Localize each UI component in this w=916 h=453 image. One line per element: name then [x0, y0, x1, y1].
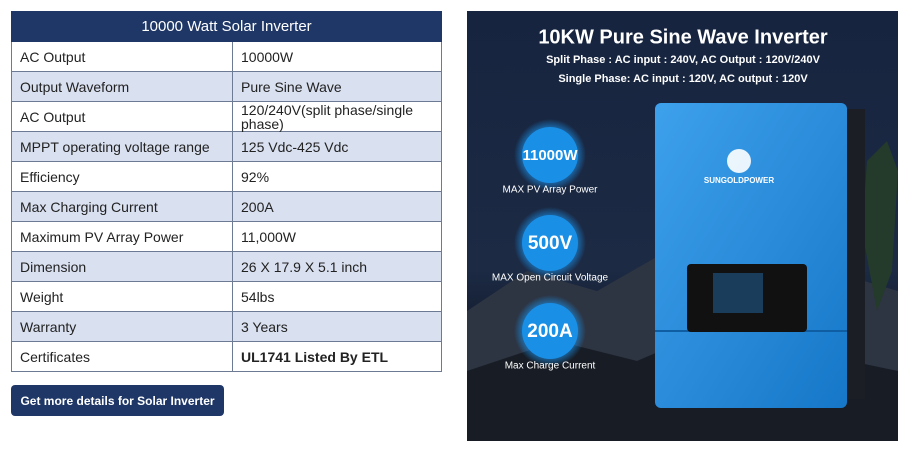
spec-value: 10000W — [232, 41, 442, 72]
spec-value: UL1741 Listed By ETL — [232, 341, 442, 372]
spec-key: Dimension — [11, 251, 233, 282]
inverter-side — [845, 109, 865, 399]
badge-value: 200A — [527, 321, 573, 342]
spec-key: Weight — [11, 281, 233, 312]
spec-value: 200A — [232, 191, 442, 222]
table-row: Certificates UL1741 Listed By ETL — [11, 341, 442, 372]
badge-circle — [522, 215, 578, 271]
spec-value: 54lbs — [232, 281, 442, 312]
badge-circle — [522, 303, 578, 359]
table-row: AC Output 10000W — [11, 41, 442, 72]
badge-label: MAX PV Array Power — [502, 185, 598, 196]
image-subtitle: Single Phase: AC input : 120V, AC output… — [558, 73, 808, 85]
badge-label: MAX Open Circuit Voltage — [492, 273, 609, 284]
spec-value: 125 Vdc-425 Vdc — [232, 131, 442, 162]
spec-value: 92% — [232, 161, 442, 192]
table-title: 10000 Watt Solar Inverter — [11, 11, 442, 42]
spec-value: 11,000W — [232, 221, 442, 252]
spec-key: AC Output — [11, 101, 233, 132]
table-row: Efficiency 92% — [11, 161, 442, 192]
table-row: AC Output 120/240V(split phase/single pha… — [11, 101, 442, 132]
logo-sun — [727, 149, 751, 173]
spec-value: Pure Sine Wave — [232, 71, 442, 102]
table-header: 10000 Watt Solar Inverter — [11, 11, 442, 42]
spec-key: Output Waveform — [11, 71, 233, 102]
lcd — [713, 273, 763, 313]
spec-value: 120/240V(split phase/single phase) — [232, 101, 442, 132]
spec-table: 10000 Watt Solar Inverter AC Output 10000… — [11, 11, 442, 372]
badge-label: Max Charge Current — [505, 361, 596, 372]
badge-value: 11000W — [522, 147, 578, 164]
spec-key: MPPT operating voltage range — [11, 131, 233, 162]
logo: SUNGOLDPOWER — [704, 176, 774, 185]
spec-value: 26 X 17.9 X 5.1 inch — [232, 251, 442, 282]
badges: 11000W MAX PV Array Power 500V MAX Open Cir… — [492, 119, 609, 372]
table-row: Max Charging Current 200A — [11, 191, 442, 222]
spec-key: Maximum PV Array Power — [11, 221, 233, 252]
product-image: SUNGOLDPOWER 10KW Pure Sine Wave Inverte… — [467, 11, 898, 441]
badge-value: 500V — [528, 233, 573, 254]
spec-key: AC Output — [11, 41, 233, 72]
spec-key: Max Charging Current — [11, 191, 233, 222]
table-row: Output Waveform Pure Sine Wave — [11, 71, 442, 102]
spec-key: Warranty — [11, 311, 233, 342]
details-button[interactable]: Get more details for Solar Inverter — [11, 385, 224, 416]
table-body: AC Output 10000W Output Waveform Pure Sine … — [11, 41, 442, 372]
table-row: Maximum PV Array Power 11,000W — [11, 221, 442, 252]
inverter-body — [655, 103, 847, 408]
table-row: Warranty 3 Years — [11, 311, 442, 342]
table-row: Weight 54lbs — [11, 281, 442, 312]
image-title: 10KW Pure Sine Wave Inverter — [538, 26, 828, 48]
table-row: Dimension 26 X 17.9 X 5.1 inch — [11, 251, 442, 282]
plant — [862, 141, 898, 311]
table-row: MPPT operating voltage range 125 Vdc-425 … — [11, 131, 442, 162]
spec-key: Efficiency — [11, 161, 233, 192]
spec-value: 3 Years — [232, 311, 442, 342]
image-subtitle: Split Phase : AC input : 240V, AC Output… — [546, 54, 821, 66]
badge-circle — [522, 127, 578, 183]
spec-key: Certificates — [11, 341, 233, 372]
